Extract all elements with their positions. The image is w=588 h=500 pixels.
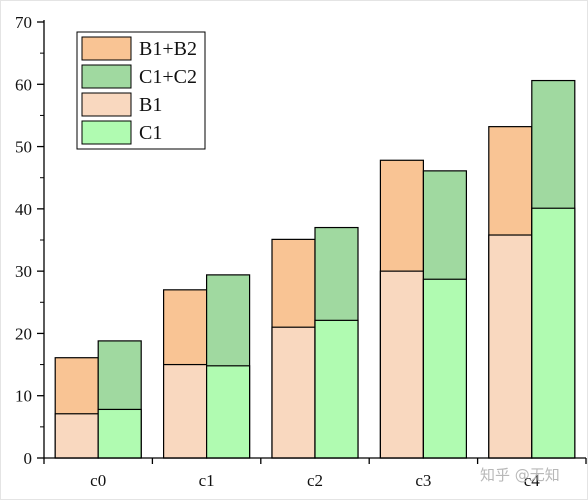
legend: B1+B2 C1+C2 B1 C1 — [76, 31, 206, 150]
legend-swatch — [81, 120, 132, 145]
legend-label: C1+C2 — [139, 66, 197, 88]
legend-swatch — [81, 92, 132, 117]
y-tick-label: 50 — [15, 138, 32, 157]
legend-swatch — [81, 64, 132, 89]
y-tick-label: 40 — [15, 200, 32, 219]
y-tick-label: 60 — [15, 75, 32, 94]
bar-b1-c3 — [379, 270, 424, 459]
x-tick-label: c0 — [90, 471, 106, 490]
y-tick-label: 70 — [15, 13, 32, 32]
bars-layer — [54, 79, 576, 459]
y-tick-label: 30 — [15, 262, 32, 281]
y-tick-label: 10 — [15, 387, 32, 406]
legend-label: B1+B2 — [139, 38, 197, 60]
bar-c1-c3 — [422, 278, 467, 459]
bar-b1-c2 — [271, 326, 316, 459]
legend-label: B1 — [139, 94, 162, 116]
bar-b1-c4 — [488, 234, 533, 459]
watermark: 知乎 @无知 — [480, 466, 560, 484]
bar-b1-c1 — [163, 363, 208, 459]
bar-c1-c1 — [206, 365, 251, 459]
legend-label: C1 — [139, 122, 162, 144]
bar-c1-c2 — [314, 319, 359, 459]
x-tick-label: c4 — [524, 471, 541, 490]
x-tick-label: c3 — [415, 471, 431, 490]
y-tick-label: 20 — [15, 324, 32, 343]
y-tick-label: 0 — [24, 449, 33, 468]
bar-c1-c0 — [97, 408, 142, 459]
legend-swatch — [81, 36, 132, 61]
x-tick-label: c1 — [199, 471, 215, 490]
y-axis: 0 10 20 30 40 50 60 70 — [15, 13, 45, 468]
x-axis: c0 c1 c2 c3 c4 — [43, 457, 587, 490]
x-tick-label: c2 — [307, 471, 323, 490]
bar-c1-c4 — [531, 207, 576, 459]
bar-b1-c0 — [54, 413, 99, 459]
